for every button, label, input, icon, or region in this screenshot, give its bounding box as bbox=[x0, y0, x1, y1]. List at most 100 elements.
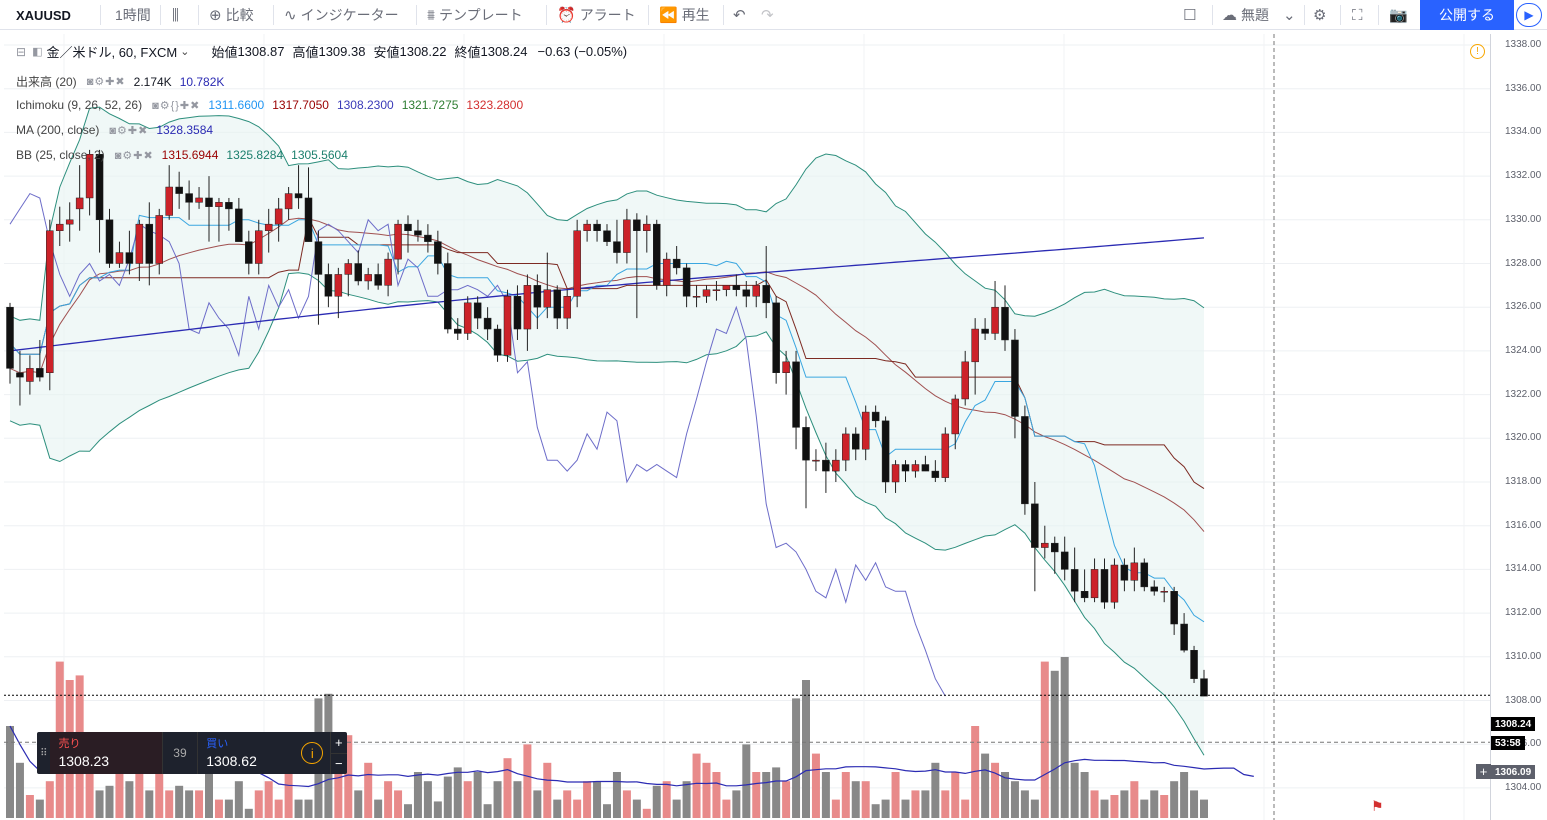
chevron-down-icon[interactable]: ⌄ bbox=[180, 46, 190, 58]
toolbar-divider bbox=[198, 5, 199, 25]
volume-bar bbox=[473, 772, 482, 818]
ma-indicator-name[interactable]: MA (200, close) bbox=[16, 123, 100, 137]
template-icon: ⩩ bbox=[427, 6, 436, 24]
volume-bar bbox=[443, 776, 452, 818]
alerts-button[interactable]: ⏰ アラート bbox=[557, 0, 636, 30]
candle-body bbox=[165, 186, 173, 216]
info-button[interactable]: i bbox=[295, 732, 330, 774]
price-axis[interactable]: 1338.00 1336.00 1334.00 1332.00 1330.00 1328.… bbox=[1490, 34, 1547, 820]
volume-bar bbox=[1070, 762, 1079, 818]
replay-button[interactable]: ⏪ 再生 bbox=[659, 0, 710, 30]
collapse-icon[interactable]: ⊟ bbox=[16, 44, 27, 59]
volume-bar bbox=[1001, 772, 1009, 818]
candle-body bbox=[911, 464, 920, 472]
volume-bar bbox=[821, 772, 830, 818]
compare-button[interactable]: ⊕ 比較 bbox=[209, 0, 254, 30]
candle-body bbox=[971, 328, 979, 363]
volume-bar bbox=[682, 781, 691, 818]
indicators-button[interactable]: ∿ インジケーター bbox=[284, 0, 399, 30]
snapshot-button[interactable]: 📷 bbox=[1389, 0, 1412, 30]
volume-bar bbox=[811, 753, 820, 818]
candle-body bbox=[603, 230, 611, 242]
volume-bar bbox=[792, 698, 801, 818]
price-tick-label: 1314.00 bbox=[1505, 563, 1542, 575]
price-tick-label: 1310.00 bbox=[1505, 650, 1542, 662]
minus-icon[interactable]: − bbox=[335, 756, 343, 772]
ichimoku-indicator-name[interactable]: Ichimoku (9, 26, 52, 26) bbox=[16, 98, 143, 112]
volume-bar bbox=[941, 790, 950, 818]
volume-bar bbox=[374, 799, 383, 818]
candle-body bbox=[46, 230, 54, 373]
symbol-search[interactable]: XAUUSD bbox=[16, 7, 71, 23]
volume-bar bbox=[25, 795, 34, 818]
candle-body bbox=[364, 274, 372, 282]
indicator-controls-icon[interactable]: ◙⚙✚✖ bbox=[109, 124, 149, 137]
undo-button[interactable]: ↶ bbox=[733, 0, 750, 30]
volume-bar bbox=[722, 799, 731, 818]
chart-style-button[interactable]: ⫼ bbox=[172, 0, 183, 30]
volume-bar bbox=[45, 781, 54, 818]
candle-body bbox=[782, 361, 790, 374]
layout-save-button[interactable]: ☁ 無題 ⌄ bbox=[1222, 0, 1300, 30]
buy-button[interactable]: 買い 1308.62 bbox=[198, 732, 295, 774]
volume-bar bbox=[384, 781, 393, 818]
chart-pane[interactable] bbox=[4, 34, 1490, 820]
candle-body bbox=[274, 208, 283, 225]
candle-body bbox=[852, 433, 860, 450]
open-label: 始値 bbox=[211, 45, 238, 60]
compare-label: 比較 bbox=[225, 7, 254, 23]
volume-bar bbox=[1010, 781, 1019, 818]
candle-body bbox=[951, 398, 959, 435]
cloud-icon: ☁ bbox=[1222, 7, 1237, 24]
indicator-controls-icon[interactable]: ◙⚙{}✚✖ bbox=[152, 99, 201, 112]
candle-body bbox=[245, 241, 253, 264]
play-icon[interactable]: ▶ bbox=[1516, 3, 1542, 27]
volume-bar bbox=[702, 762, 711, 818]
candle-body bbox=[384, 258, 392, 286]
price-chart[interactable] bbox=[4, 34, 1490, 820]
indicator-controls-icon[interactable]: ◙⚙✚✖ bbox=[86, 76, 126, 88]
volume-bar bbox=[1040, 661, 1049, 818]
indicator-controls-icon[interactable]: ◙⚙✚✖ bbox=[114, 149, 154, 162]
publish-button[interactable]: 公開する bbox=[1420, 0, 1514, 30]
main-series-legend: ⊟ ◧ 金／米ドル, 60, FXCM ⌄ 始値 1308.87 高値 1309.3… bbox=[16, 42, 627, 61]
flag-icon[interactable]: ⚑ bbox=[1371, 798, 1384, 814]
toolbar-divider bbox=[648, 5, 649, 25]
alarm-clock-icon: ⏰ bbox=[557, 7, 576, 24]
volume-indicator-name[interactable]: 出来高 (20) bbox=[16, 75, 77, 89]
drag-handle[interactable]: ⠿ bbox=[40, 747, 48, 759]
interval-selector[interactable]: 1時間 bbox=[115, 0, 151, 30]
candle-body bbox=[623, 219, 631, 253]
volume-bar bbox=[15, 762, 24, 818]
warning-icon[interactable]: ! bbox=[1470, 44, 1485, 59]
candle-body bbox=[672, 258, 681, 269]
fullscreen-layout-button[interactable]: ☐ bbox=[1183, 0, 1200, 30]
candle-body bbox=[444, 263, 452, 330]
add-plus-icon[interactable]: + bbox=[1476, 764, 1491, 779]
redo-icon: ↷ bbox=[761, 7, 774, 24]
candle-body bbox=[115, 252, 124, 264]
candle-body bbox=[732, 285, 741, 290]
sell-button[interactable]: 売り 1308.23 bbox=[50, 732, 162, 774]
candle-body bbox=[294, 193, 303, 199]
plus-icon[interactable]: + bbox=[330, 732, 347, 754]
ma200-line bbox=[9, 237, 1205, 352]
volume-bar bbox=[662, 781, 671, 818]
symbol-description[interactable]: 金／米ドル, 60, FXCM bbox=[46, 45, 178, 60]
volume-bar bbox=[334, 739, 343, 818]
settings-button[interactable]: ⚙ bbox=[1313, 0, 1330, 30]
templates-button[interactable]: ⩩ テンプレート bbox=[427, 0, 523, 30]
volume-bar bbox=[284, 772, 293, 818]
senkou-b-value: 1323.2800 bbox=[466, 98, 524, 112]
fullscreen-button[interactable]: ⛶ bbox=[1352, 0, 1367, 30]
candle-body bbox=[712, 289, 721, 291]
candle-body bbox=[762, 285, 770, 304]
candle-body bbox=[344, 263, 353, 275]
quantity-stepper[interactable]: + − bbox=[329, 732, 347, 774]
price-tick-label: 1330.00 bbox=[1505, 213, 1542, 225]
low-value: 1308.22 bbox=[399, 44, 447, 59]
volume-bar bbox=[752, 772, 761, 818]
bb-indicator-name[interactable]: BB (25, close, 2) bbox=[16, 148, 105, 162]
volume-bar bbox=[493, 781, 502, 818]
redo-button[interactable]: ↷ bbox=[761, 0, 778, 30]
